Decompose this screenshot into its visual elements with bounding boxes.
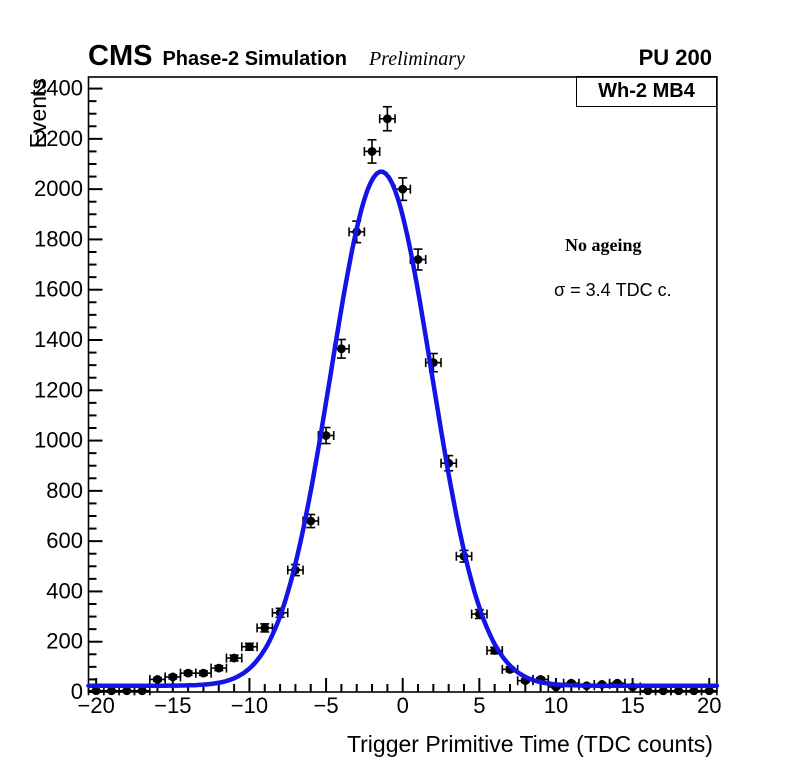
gaussian-fit-curve	[86, 169, 720, 688]
simulation-subtitle: Phase-2 Simulation	[162, 48, 347, 70]
y-axis-title: Events	[25, 78, 51, 148]
data-point	[336, 344, 346, 354]
x-tick-label: −10	[231, 693, 268, 718]
data-series	[87, 105, 718, 696]
data-point	[689, 686, 699, 696]
y-tick-label: 800	[46, 478, 83, 503]
data-point	[643, 686, 653, 696]
data-point	[260, 623, 270, 633]
legend-sigma-text: σ = 3.4 TDC c.	[554, 280, 672, 300]
data-point	[183, 668, 193, 678]
y-tick-label: 200	[46, 629, 83, 654]
station-label: Wh-2 MB4	[598, 80, 695, 102]
data-point	[214, 663, 224, 673]
data-point	[107, 686, 116, 696]
y-tick-label: 2400	[34, 76, 83, 101]
x-tick-label: −15	[154, 693, 191, 718]
y-tick-label: 1800	[34, 226, 83, 251]
y-tick-label: 0	[71, 679, 83, 704]
x-tick-label: 15	[620, 693, 644, 718]
data-point	[91, 686, 101, 696]
x-tick-label: −5	[314, 693, 339, 718]
pileup-label: PU 200	[638, 45, 712, 70]
data-point	[199, 668, 208, 678]
data-point	[413, 255, 423, 264]
data-point	[137, 686, 147, 696]
y-tick-label: 600	[46, 528, 83, 553]
legend-scenario-text: No ageing	[565, 235, 642, 255]
x-tick-label: 0	[397, 693, 409, 718]
data-point	[245, 642, 254, 652]
data-point	[229, 653, 239, 663]
y-tick-label: 2000	[34, 176, 83, 201]
x-tick-label: −20	[77, 693, 114, 718]
data-point	[153, 675, 162, 684]
data-point	[674, 686, 683, 696]
y-tick-label: 2200	[34, 126, 83, 151]
data-point	[306, 516, 316, 526]
data-point	[658, 686, 668, 696]
data-point	[382, 114, 392, 124]
y-tick-label: 1400	[34, 327, 83, 352]
data-point	[168, 672, 178, 682]
data-point	[704, 686, 714, 696]
y-tick-label: 1000	[34, 428, 83, 453]
data-point	[398, 184, 408, 194]
x-tick-label: 5	[473, 693, 485, 718]
data-point	[122, 686, 132, 696]
plot-frame	[87, 76, 718, 693]
y-tick-label: 1200	[34, 377, 83, 402]
x-axis-title: Trigger Primitive Time (TDC counts)	[347, 731, 713, 757]
plot-header: CMS Phase-2 Simulation Preliminary	[88, 40, 465, 74]
y-tick-label: 1600	[34, 277, 83, 302]
y-tick-label: 400	[46, 578, 83, 603]
preliminary-label: Preliminary	[368, 48, 465, 70]
data-point	[321, 431, 331, 440]
cms-logo-text: CMS	[88, 40, 153, 72]
x-tick-label: 20	[697, 693, 721, 718]
x-tick-label: 10	[544, 693, 568, 718]
data-point	[367, 147, 377, 156]
